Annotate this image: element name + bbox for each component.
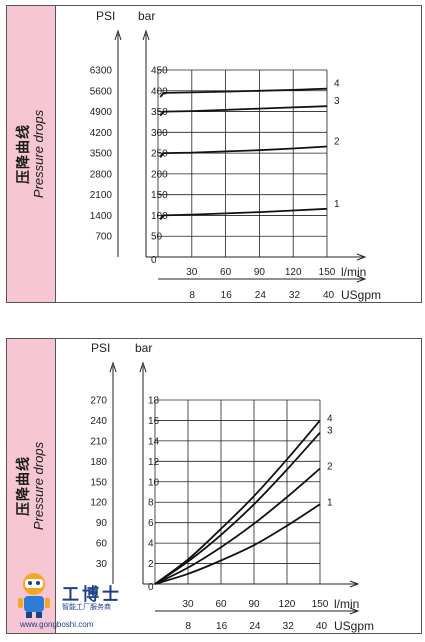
x-tick-usgpm: 24 bbox=[255, 290, 267, 301]
psi-tick-label: 2100 bbox=[90, 190, 113, 201]
bar-tick-label: 16 bbox=[148, 416, 160, 427]
bar-tick-label: 250 bbox=[151, 149, 168, 160]
watermark-tagline: 智能工厂服务商 bbox=[62, 604, 111, 611]
psi-tick-label: 1400 bbox=[90, 211, 113, 222]
x-tick-lmin: 60 bbox=[215, 599, 227, 610]
x-tick-usgpm: 24 bbox=[249, 621, 261, 632]
series-label: 4 bbox=[334, 79, 340, 90]
watermark-url: www.gongboshi.com bbox=[20, 620, 94, 629]
x-axis-arrow-icon bbox=[356, 253, 367, 261]
bar-tick-label: 0 bbox=[151, 255, 157, 266]
psi-tick-label: 210 bbox=[90, 436, 107, 447]
bar-tick-label: 350 bbox=[151, 107, 168, 118]
series-label: 2 bbox=[327, 461, 333, 472]
psi-tick-label: 5600 bbox=[90, 86, 113, 97]
x-tick-lmin: 150 bbox=[312, 599, 329, 610]
bar-unit-label: bar bbox=[138, 9, 155, 23]
usgpm-axis-arrow-icon bbox=[349, 607, 360, 615]
bar-tick-label: 400 bbox=[151, 86, 168, 97]
x-axis-lmin-label: l/min bbox=[334, 597, 359, 611]
psi-tick-label: 180 bbox=[90, 457, 107, 468]
psi-tick-label: 3500 bbox=[90, 149, 113, 160]
psi-tick-label: 6300 bbox=[90, 66, 113, 77]
chart-panel-top: 压降曲线 Pressure drops bbox=[6, 5, 422, 303]
series-label: 1 bbox=[334, 199, 340, 210]
x-axis-arrow-icon bbox=[349, 580, 360, 588]
bar-unit-label: bar bbox=[135, 341, 152, 355]
x-tick-usgpm: 40 bbox=[316, 621, 328, 632]
bar-tick-label: 8 bbox=[148, 498, 154, 509]
bar-tick-label: 10 bbox=[148, 477, 160, 488]
bar-tick-label: 6 bbox=[148, 518, 154, 529]
bar-axis-arrow-icon bbox=[139, 361, 147, 373]
series-label: 3 bbox=[327, 426, 333, 437]
x-tick-lmin: 30 bbox=[182, 599, 194, 610]
bar-tick-label: 200 bbox=[151, 169, 168, 180]
x-tick-lmin: 30 bbox=[186, 267, 198, 278]
psi-unit-label: PSI bbox=[91, 341, 110, 355]
psi-tick-label: 700 bbox=[95, 232, 112, 243]
x-tick-lmin: 60 bbox=[220, 267, 232, 278]
bar-tick-label: 12 bbox=[148, 457, 160, 468]
psi-tick-label: 240 bbox=[90, 416, 107, 427]
series-line-4 bbox=[154, 419, 321, 585]
x-tick-usgpm: 8 bbox=[189, 290, 195, 301]
series-label: 2 bbox=[334, 136, 340, 147]
bar-tick-label: 300 bbox=[151, 128, 168, 139]
x-tick-lmin: 120 bbox=[285, 267, 302, 278]
watermark-brand: 工博士 bbox=[62, 585, 122, 605]
psi-unit-label: PSI bbox=[96, 9, 115, 23]
x-tick-lmin: 90 bbox=[248, 599, 260, 610]
bar-tick-label: 100 bbox=[151, 211, 168, 222]
series-label: 4 bbox=[327, 413, 333, 424]
side-label-strip: 压降曲线 Pressure drops bbox=[7, 6, 56, 302]
x-tick-lmin: 120 bbox=[279, 599, 296, 610]
series-line-3 bbox=[159, 105, 328, 117]
series-label: 1 bbox=[327, 497, 333, 508]
series-label: 3 bbox=[334, 96, 340, 107]
x-tick-usgpm: 32 bbox=[283, 621, 295, 632]
watermark: 工博士 智能工厂服务商 www.gongboshi.com bbox=[12, 568, 162, 634]
series-line-2 bbox=[154, 467, 321, 585]
x-axis-usgpm-label: USgpm bbox=[341, 288, 381, 302]
psi-tick-label: 4200 bbox=[90, 128, 113, 139]
psi-tick-label: 150 bbox=[90, 477, 107, 488]
series-line-1 bbox=[159, 207, 328, 221]
psi-axis-arrow-icon bbox=[114, 29, 122, 41]
bar-tick-label: 18 bbox=[148, 396, 160, 407]
psi-tick-label: 60 bbox=[96, 539, 108, 550]
usgpm-axis-arrow-icon bbox=[356, 275, 367, 283]
bar-axis-arrow-icon bbox=[142, 29, 150, 41]
bar-tick-label: 0 bbox=[148, 582, 154, 593]
bar-tick-label: 4 bbox=[148, 539, 154, 550]
x-axis-lmin-label: l/min bbox=[341, 265, 366, 279]
x-tick-lmin: 90 bbox=[254, 267, 266, 278]
series-line-3 bbox=[154, 432, 321, 585]
series-line-1 bbox=[154, 503, 321, 585]
x-tick-lmin: 150 bbox=[319, 267, 336, 278]
psi-tick-label: 270 bbox=[90, 396, 107, 407]
x-tick-usgpm: 16 bbox=[216, 621, 228, 632]
x-tick-usgpm: 16 bbox=[221, 290, 233, 301]
robot-mascot-icon bbox=[18, 573, 50, 618]
series-line-2 bbox=[159, 145, 328, 158]
x-axis-usgpm-label: USgpm bbox=[334, 619, 374, 633]
x-tick-usgpm: 40 bbox=[323, 290, 335, 301]
bar-tick-label: 450 bbox=[151, 66, 168, 77]
bar-tick-label: 50 bbox=[151, 232, 163, 243]
x-tick-usgpm: 8 bbox=[186, 621, 192, 632]
bar-tick-label: 150 bbox=[151, 190, 168, 201]
psi-tick-label: 4900 bbox=[90, 107, 113, 118]
psi-tick-label: 90 bbox=[96, 518, 108, 529]
psi-axis-arrow-icon bbox=[109, 361, 117, 373]
x-tick-usgpm: 32 bbox=[289, 290, 301, 301]
bar-tick-label: 14 bbox=[148, 436, 160, 447]
psi-tick-label: 120 bbox=[90, 498, 107, 509]
bar-tick-label: 2 bbox=[148, 559, 154, 570]
psi-tick-label: 2800 bbox=[90, 169, 113, 180]
series-line-4 bbox=[159, 87, 328, 98]
psi-tick-label: 30 bbox=[96, 559, 108, 570]
